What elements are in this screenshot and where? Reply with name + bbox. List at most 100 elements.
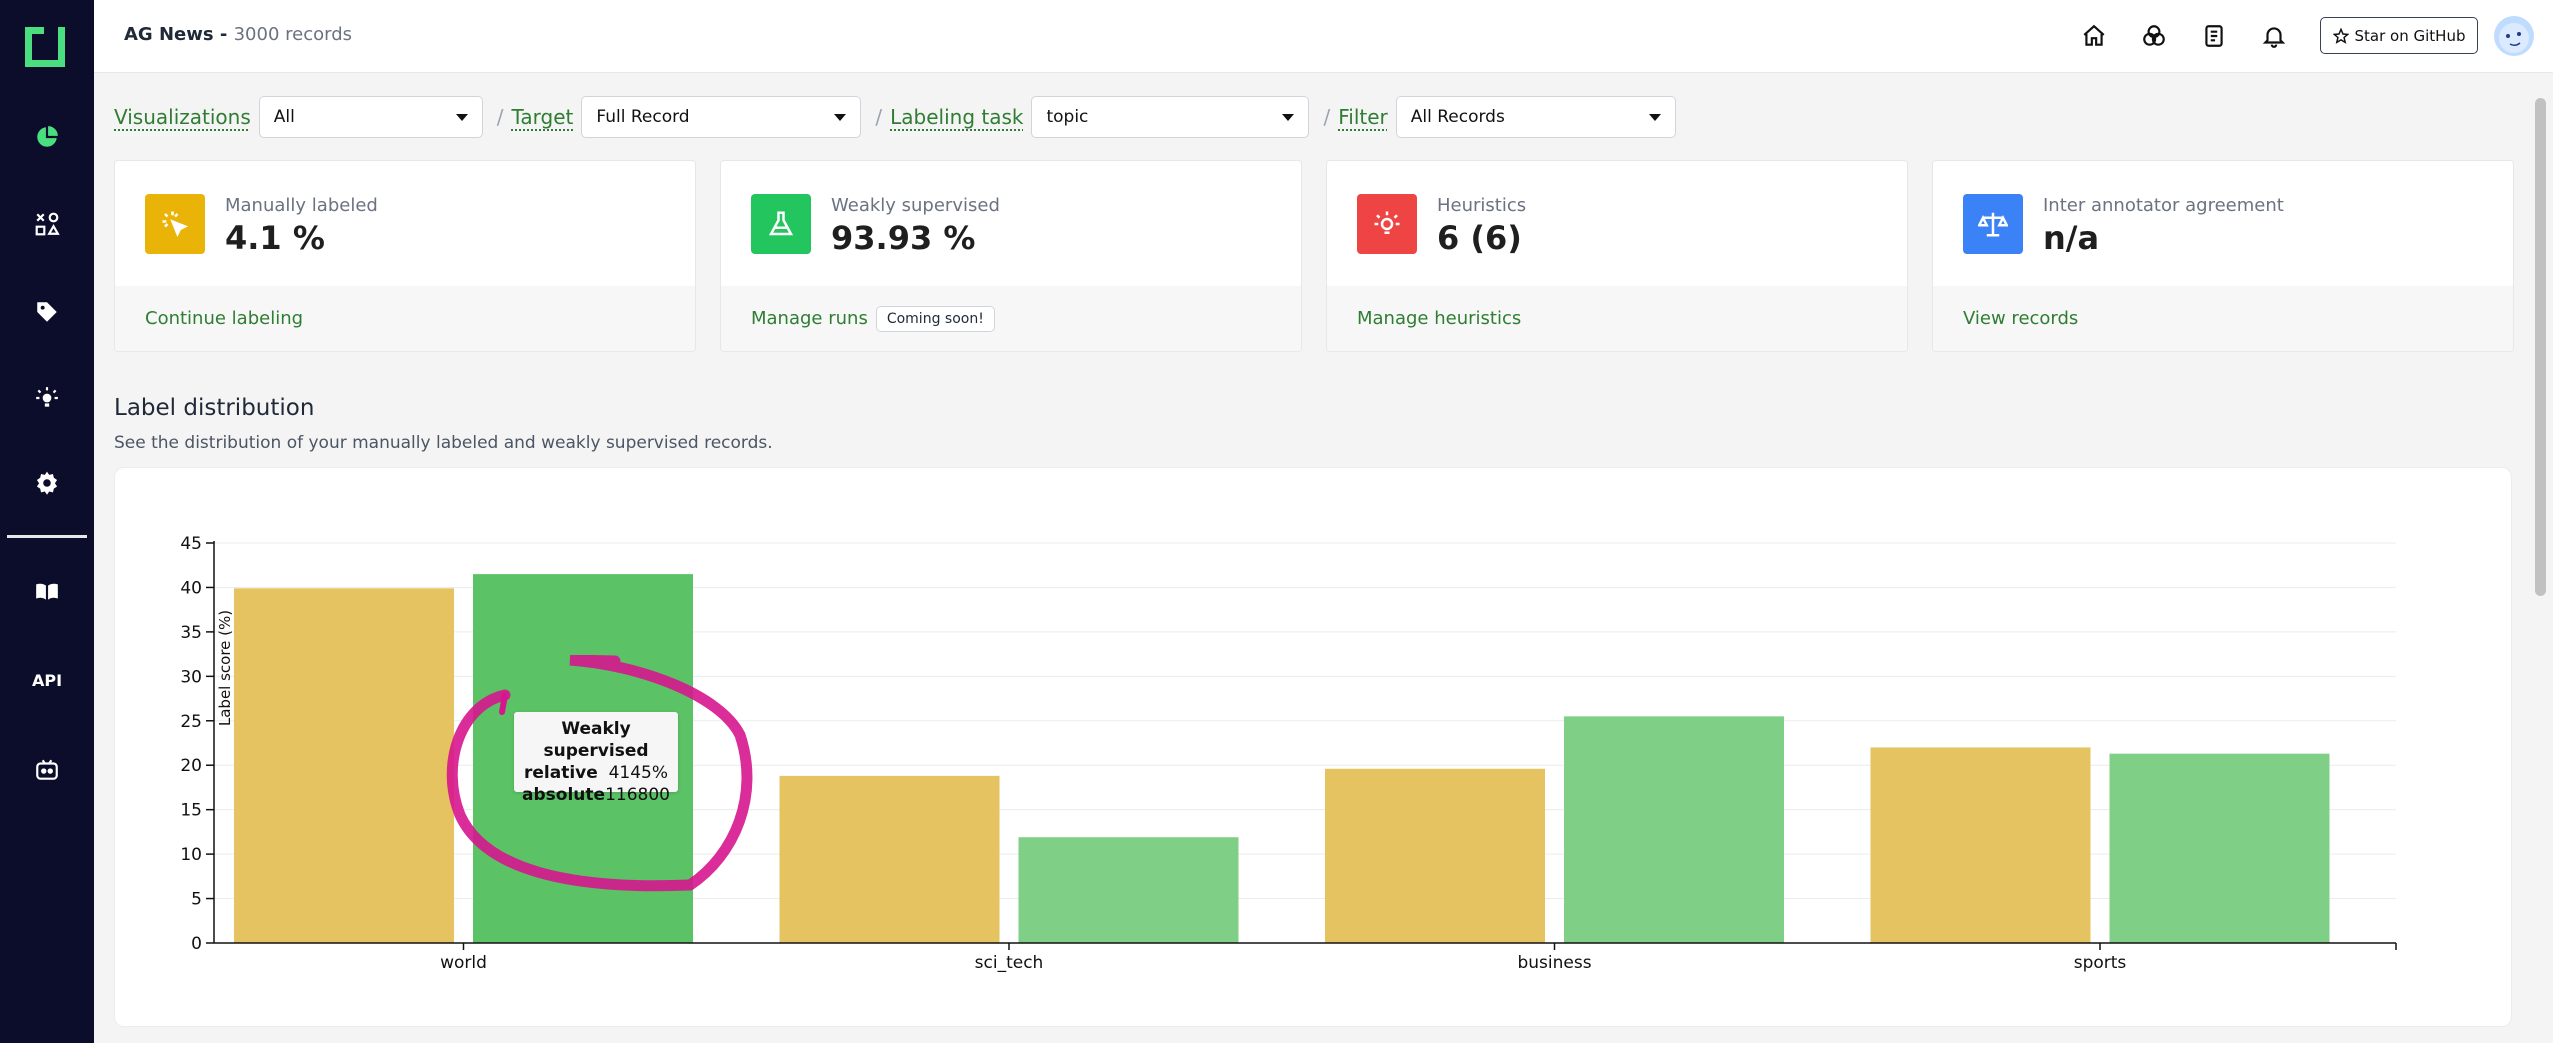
bar-sports-weak bbox=[2109, 753, 2330, 943]
label-distribution-chart: 0 5 10 15 20 25 30 35 40 45 world sci_tech business s… bbox=[114, 467, 2512, 1027]
project-name: AG News - bbox=[124, 24, 234, 45]
visualizations-select[interactable]: All bbox=[258, 96, 483, 138]
lightbulb-icon bbox=[1374, 211, 1400, 234]
document-icon bbox=[2205, 25, 2223, 47]
target-select[interactable]: Full Record bbox=[581, 96, 862, 138]
card-icon-box bbox=[145, 194, 205, 254]
labeling-task-select[interactable]: topic bbox=[1031, 96, 1310, 138]
card-label: Weakly supervised bbox=[831, 195, 1000, 216]
card-footer: Manage runs Coming soon! bbox=[721, 286, 1301, 351]
chevron-down-icon bbox=[1648, 113, 1661, 121]
page-scrollbar[interactable] bbox=[2527, 73, 2553, 1043]
sidebar-item-labeling[interactable] bbox=[22, 199, 72, 249]
scrollbar-thumb[interactable] bbox=[2535, 98, 2546, 596]
card-value: 4.1 % bbox=[225, 219, 325, 257]
target-value: Full Record bbox=[596, 107, 690, 127]
bar-world-manual bbox=[234, 588, 454, 943]
manage-runs-link[interactable]: Manage runs bbox=[751, 308, 868, 329]
lightbulb-icon bbox=[36, 387, 58, 407]
x-tick-label: sports bbox=[2074, 953, 2127, 973]
highlight-circle-annotation bbox=[446, 655, 753, 892]
card-icon-box bbox=[1963, 194, 2023, 254]
card-value: n/a bbox=[2043, 219, 2100, 257]
section-title: Label distribution bbox=[114, 395, 315, 421]
card-value: 93.93 % bbox=[831, 219, 976, 257]
project-title: AG News - 3000 records bbox=[124, 24, 352, 45]
pie-chart-icon bbox=[37, 126, 58, 147]
card-footer: Manage heuristics bbox=[1327, 286, 1907, 351]
chevron-down-icon bbox=[1282, 113, 1295, 121]
bar-sports-manual bbox=[1870, 747, 2091, 943]
y-tick-label: 20 bbox=[180, 756, 202, 776]
labeling-task-label: Labeling task bbox=[890, 105, 1024, 129]
sidebar-item-api[interactable]: API bbox=[22, 655, 72, 705]
view-records-link[interactable]: View records bbox=[1963, 308, 2079, 329]
visualizations-label: Visualizations bbox=[114, 105, 251, 129]
shapes-icon bbox=[35, 212, 60, 236]
home-icon bbox=[2083, 24, 2105, 46]
star-icon bbox=[2332, 27, 2349, 44]
changelog-button[interactable] bbox=[2196, 18, 2232, 54]
filter-bar: Visualizations All / Target Full Record … bbox=[114, 96, 1676, 138]
separator: / bbox=[1323, 105, 1331, 129]
sidebar-item-docs[interactable] bbox=[22, 567, 72, 617]
y-tick-label: 40 bbox=[180, 578, 202, 598]
card-footer: Continue labeling bbox=[115, 286, 695, 351]
filter-select[interactable]: All Records bbox=[1395, 96, 1676, 138]
app-logo[interactable] bbox=[25, 27, 65, 67]
sidebar-item-labels[interactable] bbox=[22, 287, 72, 337]
tooltip-absolute-label: absolute bbox=[522, 785, 606, 805]
book-icon bbox=[36, 583, 58, 600]
y-tick-label: 45 bbox=[180, 534, 202, 554]
x-tick-label: sci_tech bbox=[975, 953, 1044, 973]
user-avatar[interactable] bbox=[2494, 16, 2534, 56]
top-header: AG News - 3000 records Star on GitHub bbox=[94, 0, 2553, 73]
bell-icon bbox=[2262, 27, 2286, 48]
bar-sci_tech-manual bbox=[779, 775, 1000, 943]
y-tick-label: 10 bbox=[180, 845, 202, 865]
flask-icon bbox=[768, 211, 794, 236]
labeling-task-value: topic bbox=[1046, 107, 1089, 127]
avatar-face-icon bbox=[2499, 23, 2529, 53]
tag-icon bbox=[37, 302, 57, 322]
sidebar: API bbox=[0, 0, 94, 1043]
tooltip-relative-value: 4145% bbox=[608, 763, 668, 783]
card-inter-annotator: Inter annotator agreement n/a View recor… bbox=[1932, 160, 2514, 352]
sidebar-divider bbox=[7, 535, 87, 538]
notifications-button[interactable] bbox=[2256, 18, 2292, 54]
x-tick-label: business bbox=[1517, 953, 1591, 973]
filter-value: All Records bbox=[1410, 107, 1505, 127]
projects-button[interactable] bbox=[2136, 18, 2172, 54]
home-button[interactable] bbox=[2076, 18, 2112, 54]
card-label: Manually labeled bbox=[225, 195, 378, 216]
y-tick-label: 35 bbox=[180, 623, 202, 643]
continue-labeling-link[interactable]: Continue labeling bbox=[145, 308, 304, 329]
sidebar-item-heuristics[interactable] bbox=[22, 373, 72, 423]
tooltip-absolute-value: 116800 bbox=[605, 785, 670, 805]
sidebar-item-community[interactable] bbox=[22, 745, 72, 795]
manage-heuristics-link[interactable]: Manage heuristics bbox=[1357, 308, 1522, 329]
visualizations-value: All bbox=[273, 107, 295, 127]
tooltip-absolute-row: absolute116800 bbox=[514, 784, 678, 806]
gear-icon bbox=[36, 471, 58, 495]
robot-icon bbox=[36, 759, 58, 780]
y-tick-label: 25 bbox=[180, 712, 202, 732]
card-heuristics: Heuristics 6 (6) Manage heuristics bbox=[1326, 160, 1908, 352]
record-count: 3000 records bbox=[233, 24, 352, 45]
card-icon-box bbox=[1357, 194, 1417, 254]
bar-sci_tech-weak bbox=[1018, 837, 1239, 943]
card-manually-labeled: Manually labeled 4.1 % Continue labeling bbox=[114, 160, 696, 352]
sidebar-item-settings[interactable] bbox=[22, 458, 72, 508]
separator: / bbox=[496, 105, 504, 129]
card-icon-box bbox=[751, 194, 811, 254]
card-label: Inter annotator agreement bbox=[2043, 195, 2284, 216]
y-tick-label: 0 bbox=[191, 934, 202, 954]
cursor-click-icon bbox=[162, 211, 189, 238]
star-github-button[interactable]: Star on GitHub bbox=[2320, 17, 2478, 54]
coming-soon-badge: Coming soon! bbox=[875, 305, 995, 332]
sidebar-item-overview[interactable] bbox=[22, 112, 72, 162]
filter-label: Filter bbox=[1338, 105, 1388, 129]
y-axis-label: Label score (%) bbox=[216, 610, 234, 726]
card-weakly-supervised: Weakly supervised 93.93 % Manage runs Co… bbox=[720, 160, 1302, 352]
tooltip-relative-row: relative 4145% bbox=[514, 762, 678, 784]
